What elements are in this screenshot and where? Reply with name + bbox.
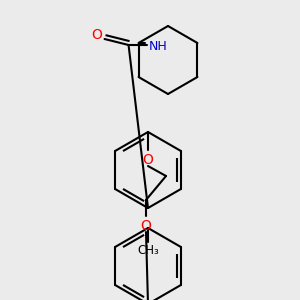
Text: CH₃: CH₃ [137,244,159,257]
Text: O: O [141,219,152,233]
Text: NH: NH [149,40,168,53]
Text: O: O [91,28,102,42]
Text: O: O [142,153,153,167]
